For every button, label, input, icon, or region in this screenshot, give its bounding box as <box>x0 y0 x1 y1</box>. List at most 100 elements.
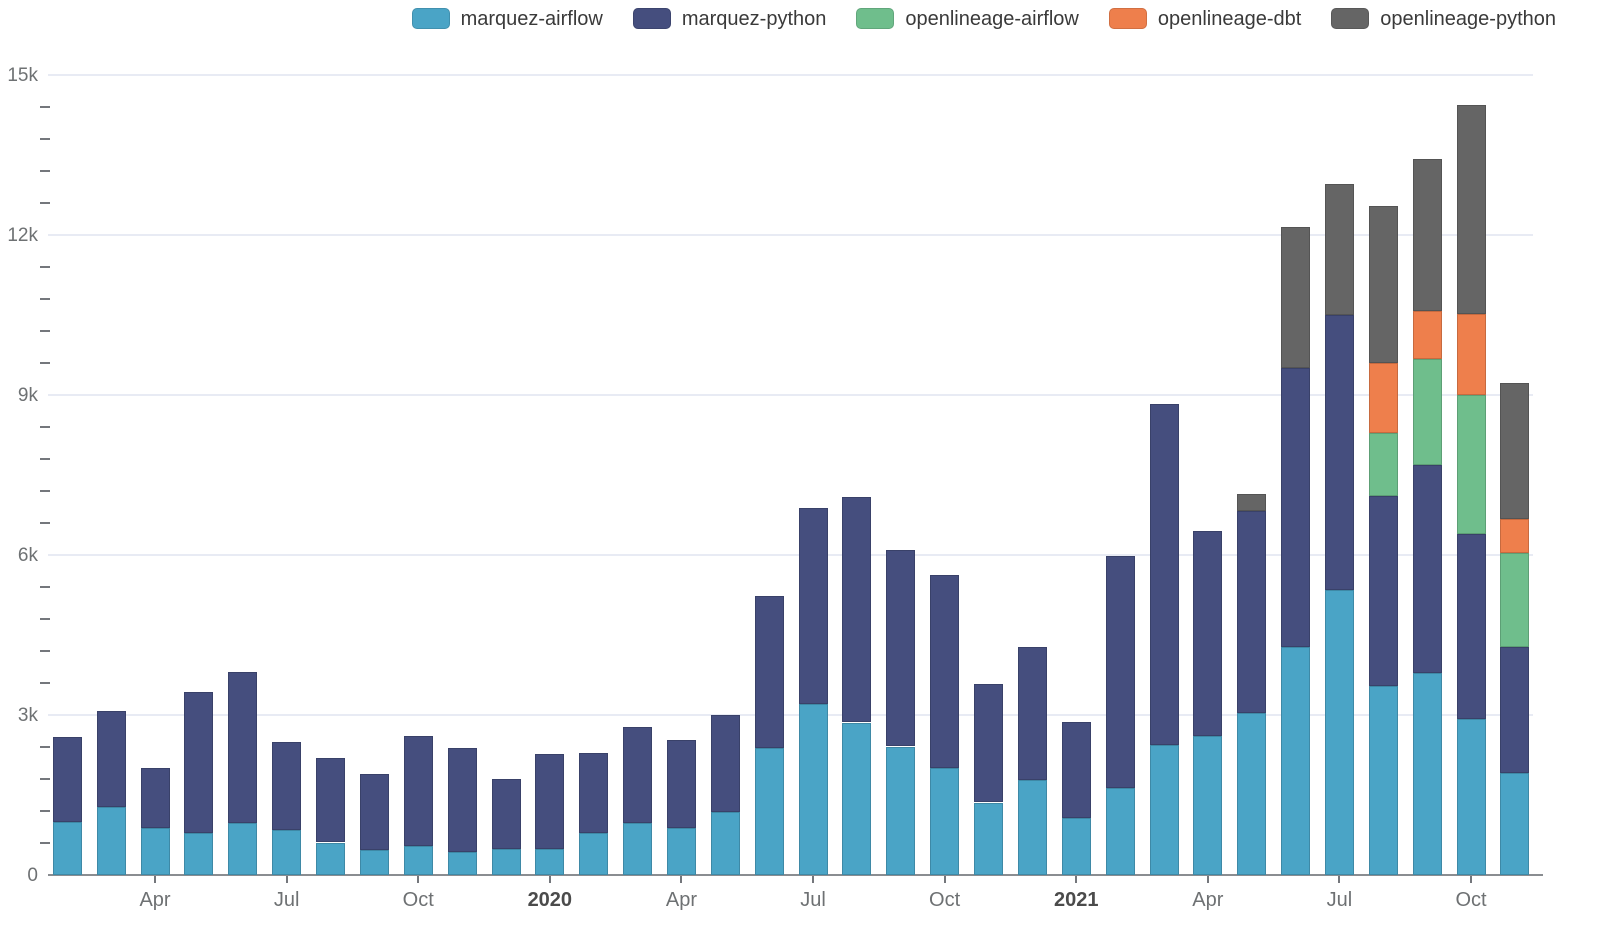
bar-segment-marquez-python[interactable] <box>754 595 784 748</box>
legend-item-openlineage-airflow[interactable]: openlineage-airflow <box>856 8 1079 29</box>
bar-segment-marquez-airflow[interactable] <box>491 849 521 875</box>
x-tick <box>154 876 157 883</box>
bar-segment-marquez-airflow[interactable] <box>316 842 345 875</box>
bar-segment-marquez-python[interactable] <box>1061 721 1091 818</box>
bar-segment-marquez-python[interactable] <box>403 736 433 846</box>
bar-segment-openlineage-dbt[interactable] <box>1368 363 1398 434</box>
bar-segment-openlineage-python[interactable] <box>1412 158 1442 312</box>
bar-segment-marquez-python[interactable] <box>842 496 872 723</box>
bar-segment-marquez-airflow[interactable] <box>1237 713 1267 875</box>
y-minor-tick <box>40 202 50 204</box>
bar-segment-marquez-airflow[interactable] <box>184 833 214 875</box>
bar-segment-marquez-python[interactable] <box>1412 464 1442 674</box>
bar-segment-marquez-python[interactable] <box>52 736 82 822</box>
bar-segment-marquez-airflow[interactable] <box>1368 685 1398 875</box>
bar-segment-marquez-airflow[interactable] <box>930 768 960 875</box>
bar-segment-marquez-airflow[interactable] <box>1500 773 1530 875</box>
x-tick-label: 2021 <box>1053 889 1099 911</box>
bar-segment-marquez-airflow[interactable] <box>1281 647 1310 875</box>
bar-segment-marquez-python[interactable] <box>491 778 521 850</box>
bar-segment-marquez-airflow[interactable] <box>710 811 740 875</box>
bar-segment-marquez-airflow[interactable] <box>623 823 653 875</box>
y-tick-label: 9k <box>17 385 38 406</box>
bar-segment-marquez-airflow[interactable] <box>579 833 609 875</box>
bar-segment-marquez-airflow[interactable] <box>754 747 784 875</box>
y-minor-tick <box>40 522 50 524</box>
bar-segment-openlineage-python[interactable] <box>1368 205 1398 363</box>
bar-segment-marquez-python[interactable] <box>1237 511 1267 714</box>
bar-segment-marquez-airflow[interactable] <box>359 849 389 875</box>
bar-segment-marquez-airflow[interactable] <box>1061 817 1091 875</box>
bar-segment-marquez-airflow[interactable] <box>666 827 696 875</box>
bar-segment-marquez-python[interactable] <box>886 550 916 747</box>
bar-segment-marquez-python[interactable] <box>1324 315 1354 590</box>
x-tick-label: Apr <box>665 889 697 911</box>
y-minor-tick <box>40 778 50 780</box>
bar-segment-marquez-python[interactable] <box>579 753 609 834</box>
bar-segment-marquez-airflow[interactable] <box>886 746 916 875</box>
bar-segment-marquez-airflow[interactable] <box>842 722 872 875</box>
bar-segment-marquez-airflow[interactable] <box>798 704 828 875</box>
bar-segment-openlineage-airflow[interactable] <box>1456 395 1486 534</box>
legend-item-marquez-python[interactable]: marquez-python <box>632 8 826 29</box>
bar-segment-marquez-python[interactable] <box>535 753 565 850</box>
y-minor-tick <box>40 586 50 588</box>
bar-segment-openlineage-python[interactable] <box>1324 184 1354 315</box>
bar-segment-marquez-python[interactable] <box>798 507 828 705</box>
bar-segment-marquez-airflow[interactable] <box>96 807 126 875</box>
bar-segment-marquez-airflow[interactable] <box>228 822 258 875</box>
bar-segment-marquez-airflow[interactable] <box>1456 718 1486 875</box>
bar-segment-marquez-python[interactable] <box>447 747 477 852</box>
bar-segment-marquez-python[interactable] <box>1500 647 1530 774</box>
bar-segment-marquez-python[interactable] <box>1193 530 1223 736</box>
bar-segment-openlineage-python[interactable] <box>1237 493 1267 512</box>
x-tick-label: Apr <box>1192 889 1224 911</box>
bar-segment-marquez-airflow[interactable] <box>447 851 477 875</box>
bar-segment-marquez-airflow[interactable] <box>1324 589 1354 875</box>
bar-segment-marquez-airflow[interactable] <box>974 802 1003 875</box>
gridline <box>48 714 1533 716</box>
bar-segment-marquez-python[interactable] <box>184 691 214 834</box>
bar-segment-marquez-python[interactable] <box>1281 368 1310 648</box>
bar-segment-marquez-airflow[interactable] <box>1017 780 1047 875</box>
bar-segment-marquez-python[interactable] <box>710 715 740 812</box>
bar-segment-marquez-python[interactable] <box>1105 556 1135 789</box>
bar-segment-openlineage-airflow[interactable] <box>1412 358 1442 465</box>
bar-segment-openlineage-python[interactable] <box>1456 105 1486 314</box>
bar-segment-marquez-python[interactable] <box>228 672 258 823</box>
bar-segment-openlineage-dbt[interactable] <box>1500 519 1530 554</box>
bar-segment-marquez-python[interactable] <box>623 726 653 824</box>
bar-segment-marquez-airflow[interactable] <box>1412 673 1442 875</box>
bar-segment-marquez-python[interactable] <box>316 758 345 843</box>
y-minor-tick <box>40 426 50 428</box>
bar-segment-marquez-python[interactable] <box>140 768 170 829</box>
legend-item-openlineage-dbt[interactable]: openlineage-dbt <box>1108 8 1301 29</box>
bar-segment-marquez-python[interactable] <box>1368 496 1398 686</box>
bar-segment-marquez-python[interactable] <box>666 740 696 828</box>
bar-segment-marquez-airflow[interactable] <box>1149 744 1179 875</box>
bar-segment-marquez-python[interactable] <box>359 773 389 850</box>
bar-segment-marquez-airflow[interactable] <box>403 845 433 875</box>
bar-segment-openlineage-python[interactable] <box>1281 227 1310 369</box>
bar-segment-marquez-python[interactable] <box>96 710 126 808</box>
bar-segment-openlineage-python[interactable] <box>1500 382 1530 520</box>
bar-segment-marquez-airflow[interactable] <box>1105 788 1135 875</box>
bar-segment-marquez-python[interactable] <box>272 741 302 831</box>
bar-segment-marquez-python[interactable] <box>1149 404 1179 745</box>
bar-segment-marquez-airflow[interactable] <box>272 830 302 875</box>
bar-segment-marquez-python[interactable] <box>930 574 960 769</box>
bar-segment-openlineage-dbt[interactable] <box>1412 311 1442 359</box>
x-tick <box>680 876 683 883</box>
bar-segment-marquez-airflow[interactable] <box>535 849 565 875</box>
legend-item-marquez-airflow[interactable]: marquez-airflow <box>411 8 603 29</box>
bar-segment-marquez-python[interactable] <box>974 683 1003 803</box>
bar-segment-openlineage-dbt[interactable] <box>1456 313 1486 395</box>
bar-segment-marquez-python[interactable] <box>1017 647 1047 781</box>
bar-segment-marquez-airflow[interactable] <box>52 821 82 875</box>
bar-segment-marquez-python[interactable] <box>1456 533 1486 719</box>
bar-segment-marquez-airflow[interactable] <box>140 828 170 875</box>
bar-segment-openlineage-airflow[interactable] <box>1500 553 1530 648</box>
legend-item-openlineage-python[interactable]: openlineage-python <box>1331 8 1556 29</box>
bar-segment-marquez-airflow[interactable] <box>1193 735 1223 875</box>
bar-segment-openlineage-airflow[interactable] <box>1368 433 1398 497</box>
